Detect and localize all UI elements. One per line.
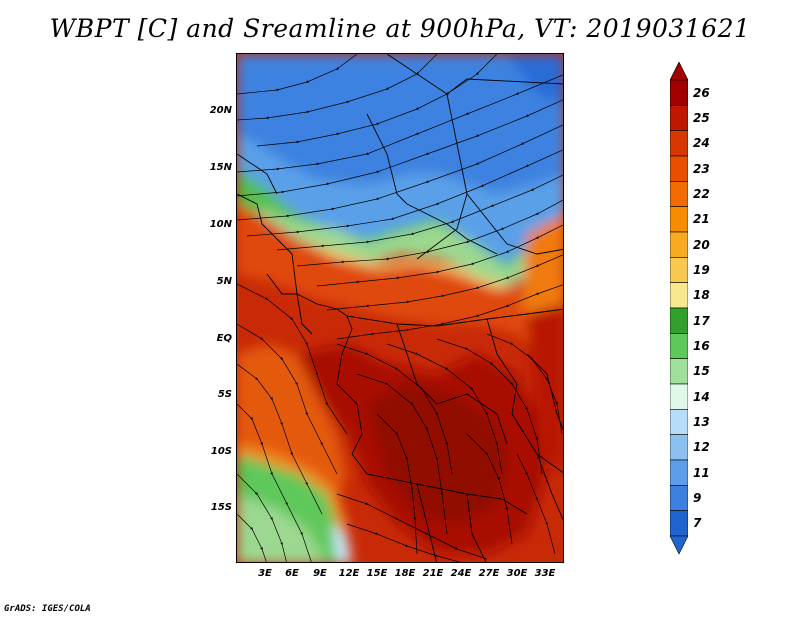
colorbar-box (670, 79, 688, 106)
lon-label-30e: 30E (506, 568, 528, 579)
lat-label-eq: EQ (216, 333, 232, 344)
chart-title: WBPT [C] and Sreamline at 900hPa, VT: 20… (49, 14, 751, 43)
lon-label-27e: 27E (478, 568, 500, 579)
wbpt-shading (237, 54, 563, 562)
colorbar-box (670, 130, 688, 157)
colorbar-bottom-arrow (670, 535, 688, 555)
lon-label-15e: 15E (366, 568, 388, 579)
lat-label-15s: 15S (210, 502, 232, 513)
colorbar-box (670, 358, 688, 385)
colorbar-label: 16 (693, 339, 710, 353)
colorbar-label: 9 (693, 491, 702, 505)
colorbar-box (670, 510, 688, 537)
lon-label-6e: 6E (285, 568, 299, 579)
colorbar-label: 23 (693, 161, 710, 176)
wbpt-map (237, 54, 563, 562)
lat-label-10s: 10S (210, 446, 232, 457)
colorbar-box (670, 459, 688, 486)
lon-label-21e: 21E (422, 568, 444, 579)
colorbar-box (670, 409, 688, 435)
colorbar-box (670, 307, 688, 334)
colorbar-box (670, 231, 688, 258)
colorbar-label: 15 (693, 364, 710, 379)
streamlines (237, 54, 563, 562)
colorbar-boxes (670, 79, 688, 537)
colorbar-box (670, 206, 688, 233)
colorbar-box (670, 485, 688, 511)
colorbar-box (670, 105, 688, 131)
colorbar-box (670, 181, 688, 207)
lat-label-5n: 5N (216, 276, 232, 287)
colorbar-label: 17 (693, 313, 710, 328)
lon-label-9e: 9E (313, 568, 327, 579)
colorbar-top-arrow (670, 62, 688, 81)
colorbar-label: 18 (693, 288, 710, 303)
colorbar-label: 11 (693, 465, 710, 480)
colorbar-box (670, 282, 688, 309)
colorbar-label: 14 (693, 389, 710, 404)
colorbar-label: 25 (693, 111, 710, 125)
colorbar-label: 19 (693, 263, 710, 277)
colorbar-label: 13 (693, 415, 710, 429)
lon-label-3e: 3E (258, 568, 272, 579)
map-panel (236, 53, 564, 563)
colorbar-label: 26 (693, 85, 710, 100)
colorbar-box (670, 434, 688, 461)
colorbar-label: 20 (693, 237, 710, 252)
colorbar-label: 24 (693, 136, 710, 151)
colorbar (670, 62, 688, 555)
lon-label-24e: 24E (450, 568, 472, 579)
colorbar-label: 21 (693, 212, 710, 227)
colorbar-box (670, 155, 688, 182)
lat-label-15n: 15N (209, 162, 232, 173)
lat-label-20n: 20N (209, 105, 232, 116)
colorbar-label: 22 (693, 187, 710, 201)
colorbar-label: 7 (693, 516, 702, 531)
grads-credit: GrADS: IGES/COLA (4, 604, 91, 614)
colorbar-box (670, 333, 688, 359)
colorbar-box (670, 257, 688, 283)
lon-label-33e: 33E (534, 568, 556, 579)
colorbar-box (670, 383, 688, 410)
lat-label-10n: 10N (209, 219, 232, 230)
colorbar-label: 12 (693, 440, 710, 455)
lon-label-12e: 12E (338, 568, 360, 579)
lat-label-5s: 5S (217, 389, 232, 400)
lon-label-18e: 18E (394, 568, 416, 579)
